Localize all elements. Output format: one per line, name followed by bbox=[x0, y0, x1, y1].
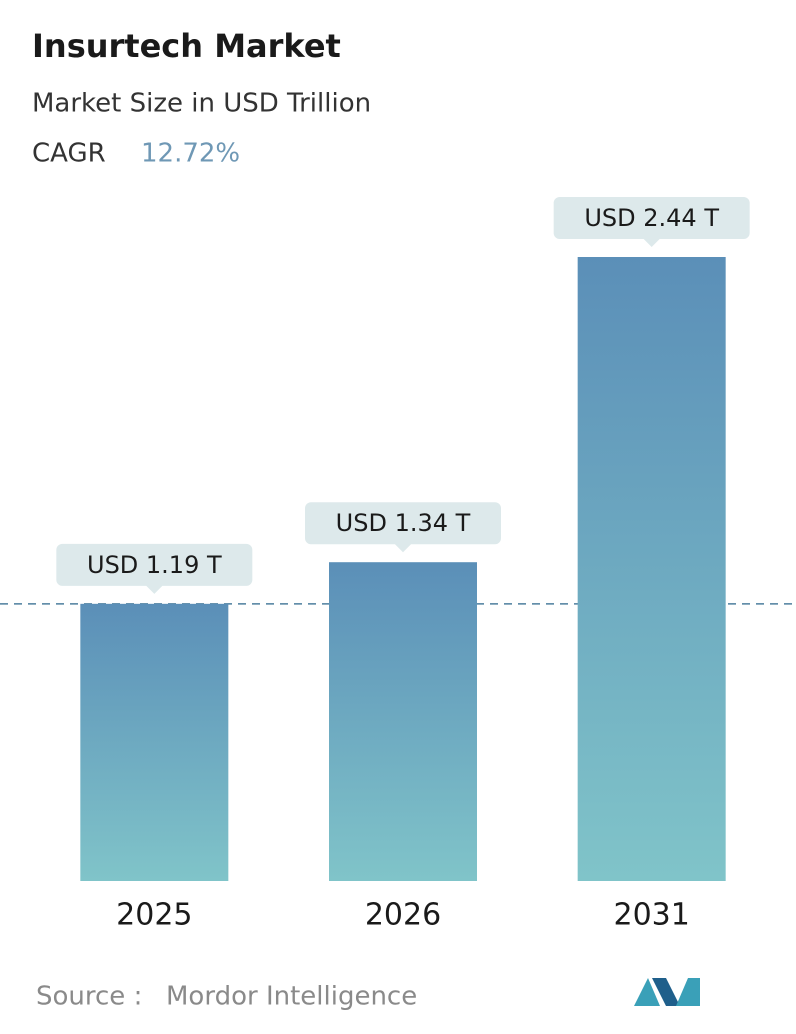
bar bbox=[80, 603, 229, 881]
source: Mordor Intelligence bbox=[166, 982, 417, 1012]
value-label-box bbox=[553, 197, 750, 247]
logo bbox=[634, 978, 700, 1006]
chart-title: Insurtech Market bbox=[32, 27, 341, 65]
value-label: USD 1.34 T bbox=[336, 509, 471, 537]
x-tick-label: 2025 bbox=[116, 898, 192, 933]
value-label-box bbox=[56, 543, 253, 594]
cagr-value: 12.72% bbox=[141, 139, 240, 169]
x-tick-label: 2026 bbox=[365, 898, 441, 933]
value-label-box bbox=[305, 502, 501, 553]
x-tick-label: 2031 bbox=[613, 898, 689, 933]
value-label: USD 2.44 T bbox=[584, 204, 719, 232]
cagr-label: CAGR bbox=[32, 139, 106, 169]
bar bbox=[577, 257, 726, 881]
value-label: USD 1.19 T bbox=[87, 551, 222, 579]
bar bbox=[329, 562, 477, 881]
source-label: Source : bbox=[36, 982, 142, 1012]
chart-subtitle: Market Size in USD Trillion bbox=[32, 89, 371, 119]
